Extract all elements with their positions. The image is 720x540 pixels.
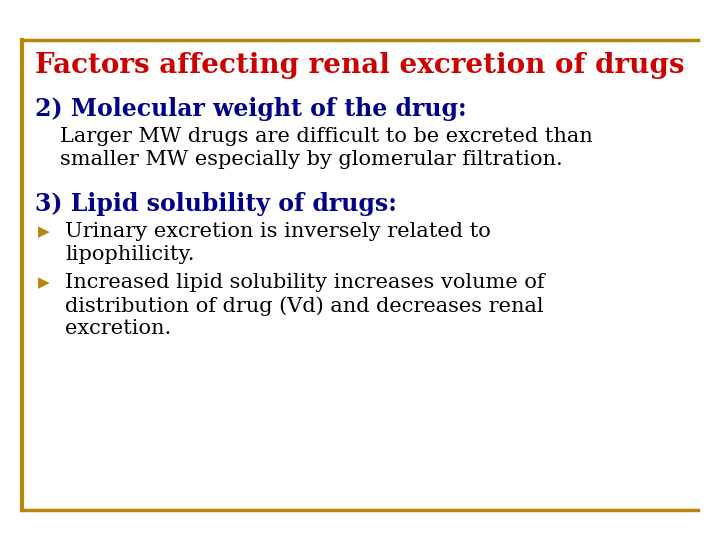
Text: smaller MW especially by glomerular filtration.: smaller MW especially by glomerular filt…	[60, 150, 563, 169]
Text: distribution of drug (Vd) and decreases renal: distribution of drug (Vd) and decreases …	[65, 296, 544, 316]
Text: Larger MW drugs are difficult to be excreted than: Larger MW drugs are difficult to be excr…	[60, 127, 593, 146]
Text: 3) Lipid solubility of drugs:: 3) Lipid solubility of drugs:	[35, 192, 397, 216]
Text: Factors affecting renal excretion of drugs: Factors affecting renal excretion of dru…	[35, 52, 685, 79]
Text: lipophilicity.: lipophilicity.	[65, 245, 194, 264]
Text: Urinary excretion is inversely related to: Urinary excretion is inversely related t…	[65, 222, 491, 241]
Text: excretion.: excretion.	[65, 319, 171, 338]
Text: ▶: ▶	[38, 224, 50, 239]
Text: Increased lipid solubility increases volume of: Increased lipid solubility increases vol…	[65, 273, 544, 292]
Text: ▶: ▶	[38, 275, 50, 290]
Text: 2) Molecular weight of the drug:: 2) Molecular weight of the drug:	[35, 97, 467, 121]
